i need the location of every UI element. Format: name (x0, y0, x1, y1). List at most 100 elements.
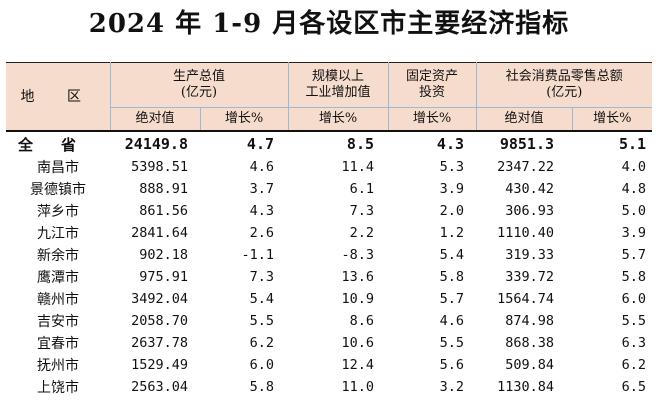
industry-growth-cell: 2.2 (349, 225, 375, 241)
gdp-absolute-header: 绝对值 (109, 107, 200, 132)
retail-growth-cell: 5.5 (621, 313, 647, 329)
region-cell: 新余市 (37, 248, 79, 264)
gdp-growth-cell: 3.7 (249, 181, 275, 197)
region-cell: 吉安市 (37, 314, 79, 330)
retail-absolute-cell: 868.38 (505, 335, 555, 351)
region-cell: 南昌市 (37, 160, 79, 176)
region-header: 地 区 (6, 62, 110, 132)
table-row: 上饶市 2563.04 5.8 11.0 3.2 1130.84 6.5 (6, 376, 652, 398)
table-row: 景德镇市 888.91 3.7 6.1 3.9 430.42 4.8 (6, 178, 652, 200)
retail-absolute-cell: 1130.84 (497, 379, 555, 395)
retail-absolute-cell: 874.98 (505, 313, 555, 329)
region-cell: 鹰潭市 (37, 270, 79, 286)
retail-absolute-cell: 1110.40 (497, 225, 555, 241)
retail-absolute-cell: 306.93 (505, 203, 555, 219)
gdp-growth-header: 增长% (199, 107, 289, 132)
industry-growth-cell: 6.1 (349, 181, 375, 197)
gdp-absolute-cell: 2841.64 (131, 225, 188, 241)
region-cell: 宜春市 (37, 336, 79, 352)
retail-absolute-cell: 9851.3 (476, 130, 573, 156)
gdp-growth-cell: 4.3 (249, 203, 275, 219)
investment-growth-cell: 5.7 (439, 291, 465, 307)
retail-growth-header: 增长% (571, 107, 653, 132)
industry-header: 规模以上 工业增加值 (287, 62, 389, 108)
gdp-growth-cell: 4.6 (249, 159, 275, 175)
retail-absolute-cell: 319.33 (505, 247, 555, 263)
gdp-absolute-cell: 2563.04 (131, 379, 188, 395)
industry-growth-cell: 8.6 (349, 313, 375, 329)
industry-growth-cell: -8.3 (341, 247, 375, 263)
retail-growth-cell: 3.9 (621, 225, 647, 241)
retail-absolute-cell: 339.72 (505, 269, 555, 285)
industry-growth-cell: 7.3 (349, 203, 375, 219)
retail-absolute-header: 绝对值 (475, 107, 573, 132)
gdp-absolute-cell: 902.18 (139, 247, 188, 263)
retail-growth-cell: 6.0 (621, 291, 647, 307)
table-row: 萍乡市 861.56 4.3 7.3 2.0 306.93 5.0 (6, 200, 652, 222)
gdp-absolute-cell: 888.91 (139, 181, 188, 197)
retail-growth-cell: 6.2 (621, 357, 647, 373)
table-row: 赣州市 3492.04 5.4 10.9 5.7 1564.74 6.0 (6, 288, 652, 310)
retail-absolute-cell: 509.84 (505, 357, 555, 373)
gdp-growth-cell: 5.4 (249, 291, 275, 307)
table-row: 鹰潭市 975.91 7.3 13.6 5.8 339.72 5.8 (6, 266, 652, 288)
retail-header: 社会消费品零售总额 (亿元) (475, 62, 653, 108)
gdp-absolute-cell: 24149.8 (110, 130, 200, 156)
retail-absolute-cell: 2347.22 (497, 159, 555, 175)
header-row-2: 绝对值 增长% 增长% 增长% 绝对值 增长% (6, 107, 653, 132)
investment-growth-cell: 4.6 (439, 313, 465, 329)
industry-growth-cell: 10.9 (341, 291, 375, 307)
retail-growth-cell: 5.7 (621, 247, 647, 263)
table-row: 南昌市 5398.51 4.6 11.4 5.3 2347.22 4.0 (6, 156, 652, 178)
industry-growth-cell: 8.5 (288, 130, 389, 156)
gdp-growth-cell: 5.5 (249, 313, 275, 329)
industry-growth-cell: 11.0 (341, 379, 375, 395)
retail-growth-cell: 6.3 (621, 335, 647, 351)
gdp-growth-cell: 6.2 (249, 335, 275, 351)
page-title: 2024 年 1-9 月各设区市主要经济指标 (88, 9, 570, 39)
region-cell: 全省 (6, 130, 110, 156)
region-cell: 上饶市 (37, 380, 79, 396)
gdp-growth-cell: 4.7 (200, 130, 289, 156)
gdp-absolute-cell: 1529.49 (131, 357, 188, 373)
gdp-growth-cell: 7.3 (249, 269, 275, 285)
table-row: 吉安市 2058.70 5.5 8.6 4.6 874.98 5.5 (6, 310, 652, 332)
gdp-absolute-cell: 975.91 (139, 269, 188, 285)
region-cell: 萍乡市 (37, 204, 79, 220)
gdp-absolute-cell: 5398.51 (131, 159, 188, 175)
gdp-absolute-cell: 2637.78 (131, 335, 188, 351)
economic-indicators-table: 地 区 生产总值 (亿元) 规模以上 工业增加值 固定资产 投资 社会消费品零售… (6, 62, 653, 398)
region-cell: 抚州市 (37, 358, 79, 374)
industry-growth-cell: 13.6 (341, 269, 375, 285)
region-cell: 赣州市 (37, 292, 79, 308)
gdp-growth-cell: -1.1 (241, 247, 275, 263)
industry-growth-cell: 12.4 (341, 357, 375, 373)
gdp-absolute-cell: 2058.70 (131, 313, 188, 329)
table-row: 抚州市 1529.49 6.0 12.4 5.6 509.84 6.2 (6, 354, 652, 376)
header-row-1: 地 区 生产总值 (亿元) 规模以上 工业增加值 固定资产 投资 社会消费品零售… (6, 62, 653, 132)
industry-growth-cell: 10.6 (341, 335, 375, 351)
table-row: 宜春市 2637.78 6.2 10.6 5.5 868.38 6.3 (6, 332, 652, 354)
table-row: 九江市 2841.64 2.6 2.2 1.2 1110.40 3.9 (6, 222, 652, 244)
investment-growth-cell: 5.5 (439, 335, 465, 351)
gdp-growth-cell: 2.6 (249, 225, 275, 241)
investment-growth-cell: 5.8 (439, 269, 465, 285)
investment-growth-cell: 5.6 (439, 357, 465, 373)
total-row: 全省 24149.8 4.7 8.5 4.3 9851.3 5.1 (6, 130, 653, 156)
gdp-absolute-cell: 861.56 (139, 203, 188, 219)
investment-growth-cell: 5.4 (439, 247, 465, 263)
industry-growth-header: 增长% (287, 107, 389, 132)
region-cell: 九江市 (37, 226, 79, 242)
investment-growth-cell: 3.9 (439, 181, 465, 197)
retail-absolute-cell: 430.42 (505, 181, 555, 197)
retail-growth-cell: 4.0 (621, 159, 647, 175)
investment-growth-cell: 4.3 (388, 130, 477, 156)
table-row: 新余市 902.18 -1.1 -8.3 5.4 319.33 5.7 (6, 244, 652, 266)
investment-growth-cell: 2.0 (439, 203, 465, 219)
retail-growth-cell: 6.5 (621, 379, 647, 395)
investment-growth-cell: 5.3 (439, 159, 465, 175)
region-cell: 景德镇市 (30, 182, 86, 198)
gdp-growth-cell: 6.0 (249, 357, 275, 373)
gdp-header: 生产总值 (亿元) (109, 62, 289, 108)
gdp-growth-cell: 5.8 (249, 379, 275, 395)
